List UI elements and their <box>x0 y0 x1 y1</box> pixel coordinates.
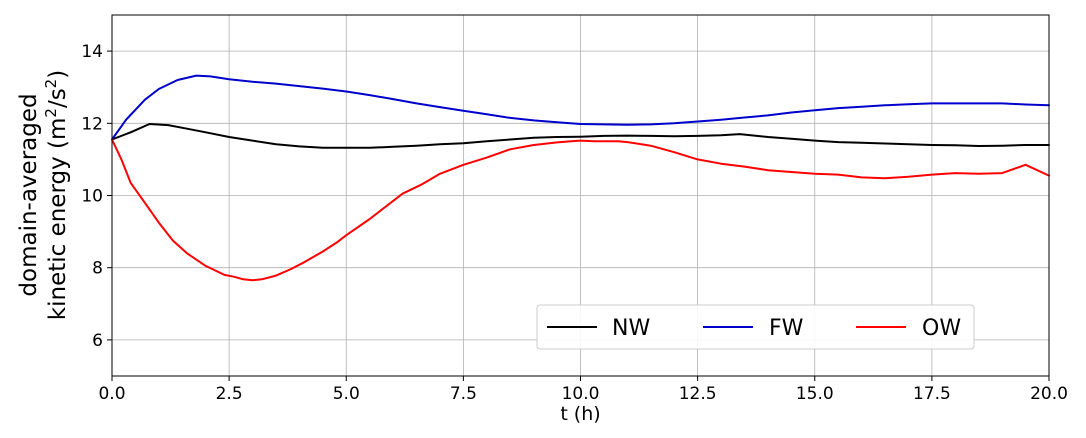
x-tick-label: 5.0 <box>333 384 360 404</box>
series-line-fw <box>111 74 1050 141</box>
y-axis-title-line1: domain-averaged <box>16 93 42 296</box>
y-axis-title-line2: kinetic energy (m2/s2) <box>42 70 71 320</box>
x-tick-label: 15.0 <box>796 384 834 404</box>
x-tick-label: 17.5 <box>913 384 951 404</box>
x-tick-label: 10.0 <box>562 384 600 404</box>
y-tick-label: 14 <box>81 42 103 62</box>
legend-label-nw: NW <box>612 316 650 341</box>
y-axis-title: domain-averaged kinetic energy (m2/s2) <box>16 70 71 320</box>
series-line-ow <box>111 138 1050 282</box>
y-tick-label: 6 <box>92 331 103 351</box>
x-tick-label: 2.5 <box>216 384 243 404</box>
legend: NW FW OW <box>536 304 975 350</box>
x-tick-label: 0.0 <box>98 384 125 404</box>
legend-label-fw: FW <box>769 316 804 341</box>
series-line-nw <box>111 123 1050 149</box>
legend-box <box>536 304 975 350</box>
x-axis-ticks: 0.0 2.5 5.0 7.5 10.0 12.5 15.0 17.5 20.0 <box>98 376 1068 404</box>
y-tick-label: 12 <box>81 114 103 134</box>
y-tick-label: 10 <box>81 187 103 207</box>
x-tick-label: 7.5 <box>450 384 477 404</box>
y-axis-ticks: 6 8 10 12 14 <box>81 42 112 351</box>
x-tick-label: 20.0 <box>1030 384 1068 404</box>
y-tick-label: 8 <box>92 259 103 279</box>
series-layer <box>111 74 1050 282</box>
legend-label-ow: OW <box>922 316 961 341</box>
x-tick-label: 12.5 <box>679 384 717 404</box>
x-axis-title: t (h) <box>560 403 600 425</box>
